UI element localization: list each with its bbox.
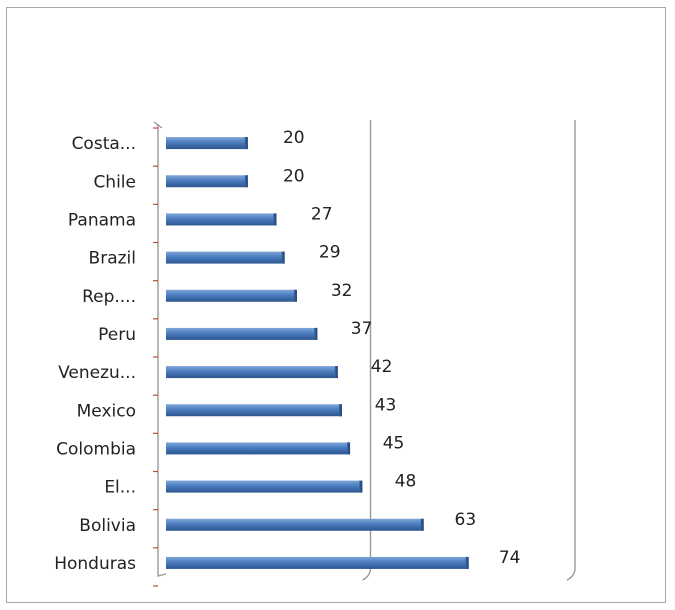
- category-label: Costa...: [72, 134, 136, 154]
- data-label: 45: [383, 433, 405, 453]
- chart-frame: Costa... 20 Chile 20 Panama 27 Brazil 29 Rep....…: [6, 7, 666, 603]
- category-label: El...: [104, 478, 136, 498]
- data-label: 63: [455, 510, 477, 530]
- bar-10: [166, 518, 424, 531]
- category-label: Brazil: [89, 249, 136, 269]
- bar-cap-0: [244, 137, 248, 150]
- data-label: 48: [395, 472, 417, 492]
- data-label: 20: [283, 128, 305, 148]
- bars: [166, 137, 469, 569]
- category-label: Chile: [93, 172, 136, 192]
- category-label: Colombia: [56, 439, 136, 459]
- bar-4: [166, 289, 297, 302]
- category-label: Mexico: [77, 401, 136, 421]
- category-label: Venezu...: [58, 363, 136, 383]
- data-label: 32: [331, 281, 353, 301]
- bar-cap-1: [244, 175, 248, 188]
- bar-cap-11: [465, 556, 469, 569]
- bar-chart: Costa... 20 Chile 20 Panama 27 Brazil 29 Rep....…: [54, 120, 576, 587]
- bar-3: [166, 251, 285, 264]
- bar-cap-2: [273, 213, 277, 226]
- bar-cap-9: [359, 480, 363, 493]
- bar-8: [166, 442, 351, 455]
- gridline-100: [566, 120, 576, 581]
- bar-7: [166, 404, 342, 417]
- bar-cap-7: [338, 404, 342, 417]
- data-label: 42: [371, 357, 393, 377]
- category-label: Peru: [98, 325, 136, 345]
- category-axis: [153, 121, 167, 587]
- data-label: 29: [319, 243, 341, 263]
- category-label: Honduras: [54, 554, 136, 574]
- bar-cap-6: [334, 366, 338, 379]
- data-label: 74: [499, 548, 521, 568]
- gridline-50: [362, 120, 372, 581]
- bar-1: [166, 175, 248, 188]
- data-label: 27: [311, 204, 333, 224]
- data-label: 20: [283, 166, 305, 186]
- bar-cap-3: [281, 251, 285, 264]
- category-label: Rep....: [82, 287, 136, 307]
- bar-2: [166, 213, 277, 226]
- category-label: Bolivia: [79, 516, 136, 536]
- bar-cap-4: [293, 289, 297, 302]
- category-axis-line: [153, 121, 167, 577]
- bar-cap-5: [314, 327, 318, 340]
- bar-11: [166, 556, 469, 569]
- labels: Costa... 20 Chile 20 Panama 27 Brazil 29 Rep....…: [54, 128, 520, 574]
- bar-0: [166, 137, 248, 150]
- data-label: 43: [375, 395, 397, 415]
- data-label: 37: [351, 319, 373, 339]
- bar-cap-10: [420, 518, 424, 531]
- bar-9: [166, 480, 363, 493]
- bar-5: [166, 327, 318, 340]
- bar-6: [166, 366, 338, 379]
- category-label: Panama: [68, 210, 136, 230]
- bar-cap-8: [347, 442, 351, 455]
